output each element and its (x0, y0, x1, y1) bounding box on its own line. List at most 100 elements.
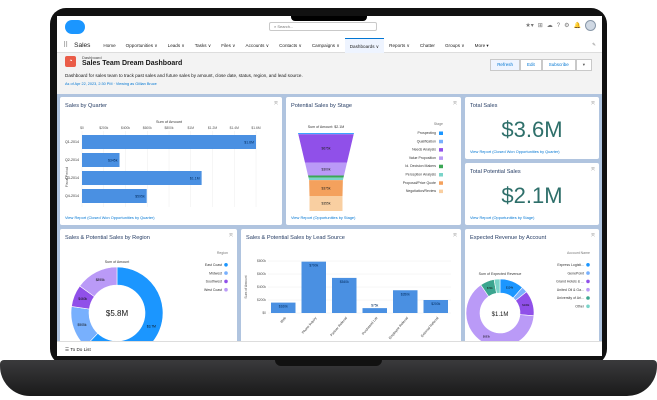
expand-icon[interactable]: ⤧ (228, 233, 233, 239)
nav-item[interactable]: Contacts ∨ (279, 42, 302, 48)
legend-swatch (586, 287, 590, 292)
donut-slice (90, 266, 164, 341)
y-tick-label: $200k (257, 298, 266, 302)
data-label: $595k (135, 195, 145, 199)
bar (82, 135, 256, 149)
trailhead-icon[interactable]: ☁ (546, 23, 553, 29)
nav-item[interactable]: Opportunities ∨ (125, 42, 158, 48)
legend-item-label: Perception Analysis (405, 173, 436, 177)
data-label: $73k (487, 286, 493, 290)
bar (301, 261, 326, 313)
bar (82, 171, 202, 185)
nav-item[interactable]: Accounts ∨ (245, 42, 270, 48)
data-label: $460k (78, 297, 87, 301)
refresh-button[interactable]: Refresh (490, 59, 520, 71)
gear-icon[interactable]: ⚙ (564, 23, 570, 29)
app-launcher-icon[interactable]: ⠿ (63, 42, 69, 49)
y-tick-label: Q2-2014 (65, 158, 79, 162)
view-report-link[interactable]: View Report (Opportunities by Stage) (470, 215, 535, 220)
legend-item-label: Needs Analysis (412, 148, 436, 152)
legend-swatch (439, 148, 443, 152)
nav-item[interactable]: More ▾ (474, 42, 489, 48)
salesforce-logo[interactable] (65, 20, 85, 34)
subscribe-button[interactable]: Subscribe (541, 59, 576, 71)
y-tick-label: $0 (262, 311, 266, 315)
x-axis-title: Sum of Amount (156, 120, 183, 124)
expand-icon[interactable]: ⤧ (590, 233, 595, 239)
nav-item[interactable]: Campaigns ∨ (311, 42, 340, 48)
x-tick-label: $1.4M (230, 126, 239, 130)
expand-icon[interactable]: ⤧ (590, 167, 595, 173)
bar (82, 189, 147, 203)
tile-sales-by-quarter: Sales by Quarter ⤧ Sum of Amount Fiscal P… (60, 97, 282, 225)
data-label: $790k (309, 264, 318, 268)
tile-title: Total Sales (470, 103, 498, 109)
view-report-link[interactable]: View Report (Closed Won Opportunities by… (65, 215, 155, 220)
legend-item-label: Negotiation/Review (406, 189, 437, 193)
x-tick-label: $400k (121, 126, 130, 130)
more-actions-button[interactable]: ▾ (575, 59, 592, 71)
donut-slice (465, 284, 535, 341)
expand-icon[interactable]: ⤧ (452, 101, 457, 107)
edit-nav-icon[interactable]: ✎ (592, 42, 596, 47)
laptop-base-notch (275, 360, 382, 366)
donut-slice (79, 266, 118, 297)
add-icon[interactable]: ⊞ (537, 23, 543, 29)
data-label: $200k (431, 302, 440, 306)
legend-item-label: West Coast (204, 288, 222, 292)
legend-swatch (224, 287, 228, 292)
nav-item[interactable]: Chatter (419, 42, 435, 48)
data-label: $130k (522, 303, 530, 307)
data-label: $375k (322, 186, 331, 190)
edit-button[interactable]: Edit (519, 59, 542, 71)
nav-item[interactable]: Leads ∨ (167, 42, 185, 48)
legend-item-label: Proposal/Price Quote (403, 181, 436, 185)
nav-item[interactable]: Groups ∨ (444, 42, 465, 48)
funnel-segment (308, 177, 344, 181)
tile-title: Sales & Potential Sales by Lead Source (246, 235, 345, 241)
nav-item[interactable]: Tasks ∨ (194, 42, 212, 48)
favorites-icon[interactable]: ★▾ (525, 23, 534, 29)
x-tick-label: Phone Inquiry (301, 316, 318, 335)
expand-icon[interactable]: ⤧ (452, 233, 457, 239)
nav-item[interactable]: Dashboards ∨ (344, 37, 385, 53)
legend-swatch (439, 156, 443, 160)
todo-list-bar[interactable]: ☰ To Do List (57, 341, 602, 356)
tile-title: Expected Revenue by Account (470, 235, 547, 241)
bar (393, 290, 418, 313)
expand-icon[interactable]: ⤧ (273, 101, 278, 107)
avatar[interactable] (585, 20, 596, 31)
nav-item[interactable]: Reports ∨ (389, 42, 410, 48)
expand-icon[interactable]: ⤧ (590, 101, 595, 107)
chart-title: Sum of Amount (105, 260, 130, 264)
data-label: $895k (96, 278, 105, 282)
legend-title: Region (217, 251, 228, 255)
tile-potential-sales-by-stage: Potential Sales by Stage ⤧ Sum of Amount… (286, 97, 461, 225)
nav-item[interactable]: Home (103, 42, 116, 48)
legend-item-label: Express Logisti... (557, 263, 584, 267)
x-tick-label: Employee Referral (388, 316, 409, 340)
chart-title: Sum of Amount: $2.1M (308, 125, 345, 129)
view-report-link[interactable]: View Report (Closed Won Opportunities by… (470, 149, 560, 154)
nav-item[interactable]: Files ∨ (221, 42, 236, 48)
data-label: $345k (108, 159, 118, 163)
view-report-link[interactable]: View Report (Opportunities by Stage) (291, 215, 356, 220)
search-input[interactable]: ⌕ Search... (269, 22, 377, 31)
x-tick-label: Web (280, 316, 288, 324)
funnel-segment (298, 133, 354, 134)
legend-swatch (586, 263, 590, 267)
tile-expected-revenue-by-account: Expected Revenue by Account ⤧ $124k Expre… (465, 229, 599, 344)
legend-item-label: Value Proposition (409, 156, 436, 160)
data-label: $300k (322, 167, 331, 171)
help-icon[interactable]: ? (556, 22, 561, 29)
total-sales-value: $3.6M (501, 117, 563, 142)
x-tick-label: $800k (165, 126, 174, 130)
legend-item-label: Qualification (417, 139, 436, 143)
legend-swatch (224, 263, 228, 267)
dashboard-type: Dashboard (82, 55, 102, 60)
page-title: Sales Team Dream Dashboard (82, 60, 183, 67)
legend-title: Account Name (567, 251, 590, 255)
y-axis-title: Sum of Amount (244, 275, 248, 298)
bell-icon[interactable]: 🔔 (573, 23, 581, 29)
search-placeholder: Search... (277, 24, 294, 29)
